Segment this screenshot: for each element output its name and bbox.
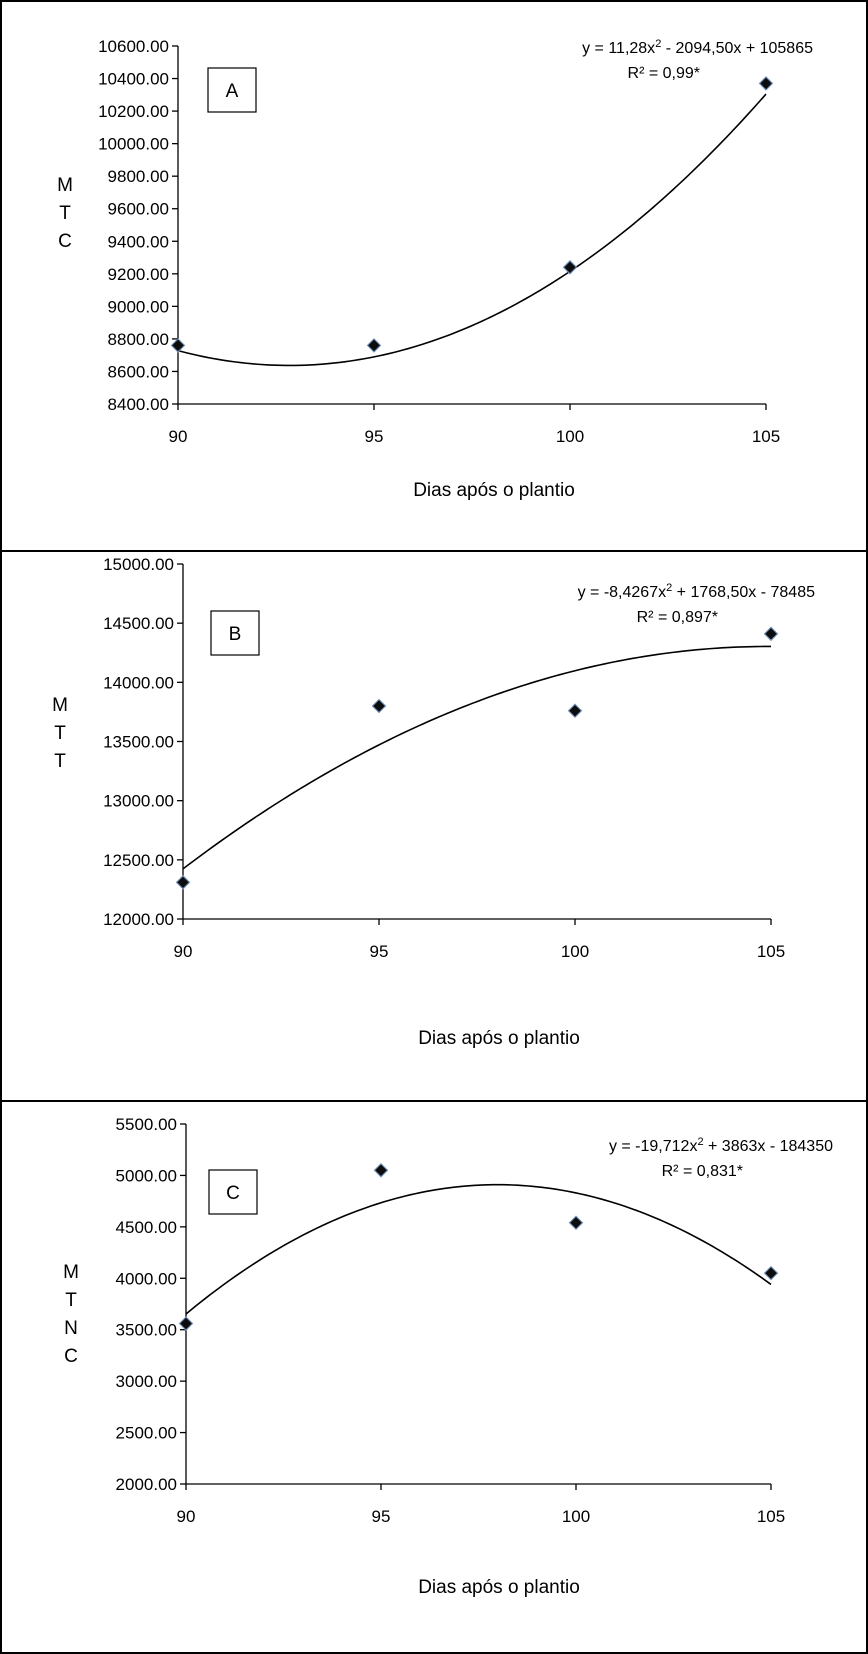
y-tick-label-a: 10600.00: [98, 37, 169, 56]
data-point-b: [567, 703, 583, 719]
y-tick-label-c: 2000.00: [116, 1475, 177, 1494]
x-tick-label-c: 95: [372, 1507, 391, 1526]
y-tick-label-c: 4000.00: [116, 1269, 177, 1288]
y-tick-label-b: 14500.00: [103, 614, 174, 633]
ylabel-c-char-1: M: [63, 1262, 79, 1283]
y-tick-label-a: 9800.00: [108, 167, 169, 186]
y-tick-label-a: 8400.00: [108, 395, 169, 414]
data-point-a: [366, 338, 382, 353]
ylabel-a-char-1: M: [57, 175, 73, 196]
y-tick-label-b: 13000.00: [103, 792, 174, 811]
y-tick-label-c: 3000.00: [116, 1372, 177, 1391]
y-tick-label-c: 4500.00: [116, 1218, 177, 1237]
data-point-a: [562, 260, 578, 275]
data-point-a: [170, 338, 186, 353]
y-tick-label-a: 8800.00: [108, 330, 169, 349]
y-tick-label-a: 9600.00: [108, 200, 169, 219]
x-tick-label-c: 105: [757, 1507, 785, 1526]
ylabel-c-char-3: N: [64, 1318, 78, 1339]
data-point-b: [175, 875, 191, 890]
data-point-c: [568, 1215, 584, 1231]
x-tick-label-b: 90: [174, 942, 193, 961]
equation-b: y = -8,4267x2 + 1768,50x - 78485 R² = 0,…: [578, 582, 816, 626]
ylabel-a-char-2: T: [59, 203, 71, 224]
trendline-c: [185, 1183, 772, 1315]
x-tick-label-b: 100: [561, 942, 589, 961]
x-tick-label-b: 95: [370, 942, 389, 961]
equation-text-a: y = 11,28x2 - 2094,50x + 105865: [582, 38, 813, 57]
y-tick-label-c: 3500.00: [116, 1321, 177, 1340]
equation-c: y = -19,712x2 + 3863x - 184350 R² = 0,83…: [609, 1136, 833, 1180]
trendline-a: [177, 93, 767, 367]
panel-letter-a: A: [226, 81, 239, 102]
y-tick-label-a: 8600.00: [108, 362, 169, 381]
data-point-c: [373, 1163, 389, 1178]
ylabel-a-char-3: C: [58, 231, 72, 252]
chart-panel-a: y = 11,28x2 - 2094,50x + 105865 R² = 0,9…: [0, 0, 868, 552]
panel-letter-box-a: [207, 67, 257, 113]
data-point-b: [371, 698, 387, 714]
y-tick-label-a: 10200.00: [98, 102, 169, 121]
x-tick-label-c: 100: [562, 1507, 590, 1526]
r2-text-c: R² = 0,831*: [662, 1163, 743, 1180]
ylabel-b-char-1: M: [52, 695, 68, 716]
plot-area-c: 2000.00 2500.00 3000.00 3500.00 4000.00 4500.…: [116, 1115, 786, 1526]
y-tick-label-b: 12000.00: [103, 910, 174, 929]
xlabel-b: Dias após o plantio: [418, 1028, 580, 1049]
trendline-b: [182, 645, 771, 870]
ylabel-c: M T N C: [63, 1262, 79, 1367]
ylabel-a: M T C: [57, 175, 73, 252]
r2-text-b: R² = 0,897*: [637, 609, 718, 626]
equation-a: y = 11,28x2 - 2094,50x + 105865 R² = 0,9…: [582, 38, 813, 82]
y-tick-label-c: 2500.00: [116, 1424, 177, 1443]
x-tick-label-a: 105: [752, 427, 780, 446]
y-tick-label-c: 5000.00: [116, 1166, 177, 1185]
data-point-c: [178, 1316, 194, 1331]
ylabel-b-char-3: T: [54, 751, 66, 772]
y-tick-label-a: 10000.00: [98, 135, 169, 154]
panel-letter-b: B: [229, 624, 242, 645]
panel-letter-c: C: [226, 1183, 240, 1204]
panel-frame-c: [0, 1100, 868, 1654]
plot-area-a: 8400.00 8600.00 8800.00 9000.00 9200.00 9400.…: [98, 37, 780, 446]
y-tick-label-a: 9200.00: [108, 265, 169, 284]
equation-text-c: y = -19,712x2 + 3863x - 184350: [609, 1136, 833, 1155]
x-tick-label-a: 100: [556, 427, 584, 446]
panel-frame-b: [0, 550, 868, 1102]
xlabel-a: Dias após o plantio: [413, 480, 575, 501]
chart-panel-c: y = -19,712x2 + 3863x - 184350 R² = 0,83…: [0, 1100, 868, 1654]
ylabel-c-char-2: T: [65, 1290, 77, 1311]
chart-panel-b: y = -8,4267x2 + 1768,50x - 78485 R² = 0,…: [0, 550, 868, 1102]
data-point-a: [758, 76, 774, 91]
y-tick-label-a: 10400.00: [98, 70, 169, 89]
x-tick-label-a: 95: [365, 427, 384, 446]
panel-letter-box-c: [208, 1169, 258, 1215]
panel-letter-box-b: [210, 610, 260, 656]
xlabel-c: Dias após o plantio: [418, 1577, 580, 1598]
x-tick-label-c: 90: [177, 1507, 196, 1526]
ylabel-b: M T T: [52, 695, 68, 772]
data-point-c: [763, 1265, 779, 1281]
ylabel-c-char-4: C: [64, 1346, 78, 1367]
data-point-b: [763, 626, 779, 642]
y-tick-label-a: 9000.00: [108, 297, 169, 316]
ylabel-b-char-2: T: [54, 723, 66, 744]
y-tick-label-b: 14000.00: [103, 673, 174, 692]
plot-area-b: 12000.00 12500.00 13000.00 13500.00 14000.00…: [103, 555, 785, 961]
y-tick-label-a: 9400.00: [108, 232, 169, 251]
y-tick-label-b: 15000.00: [103, 555, 174, 574]
y-tick-label-b: 13500.00: [103, 733, 174, 752]
x-tick-label-a: 90: [169, 427, 188, 446]
x-tick-label-b: 105: [757, 942, 785, 961]
y-tick-label-b: 12500.00: [103, 851, 174, 870]
equation-text-b: y = -8,4267x2 + 1768,50x - 78485: [578, 582, 816, 601]
r2-text-a: R² = 0,99*: [628, 65, 700, 82]
y-tick-label-c: 5500.00: [116, 1115, 177, 1134]
